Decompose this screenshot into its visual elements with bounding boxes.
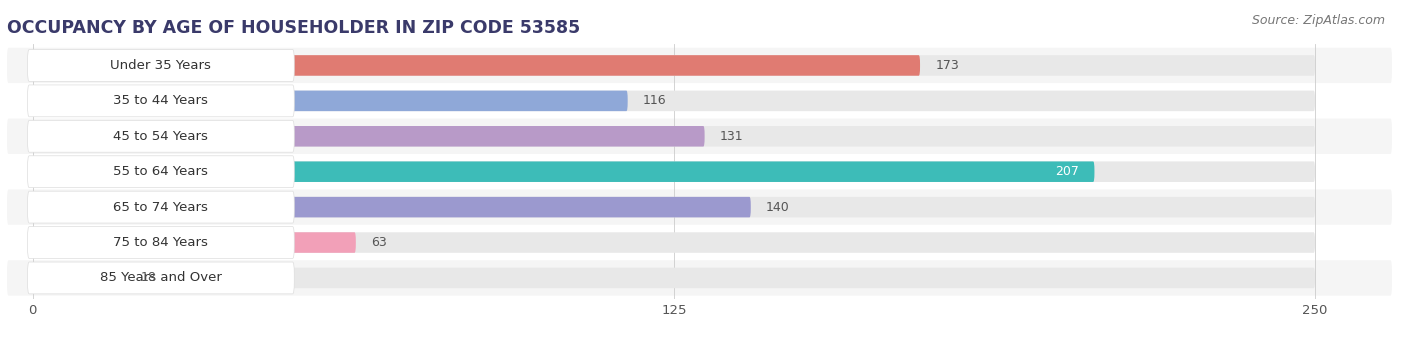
Text: 18: 18 xyxy=(141,271,156,285)
Text: 45 to 54 Years: 45 to 54 Years xyxy=(114,130,208,143)
FancyBboxPatch shape xyxy=(28,156,294,188)
FancyBboxPatch shape xyxy=(32,90,1315,111)
FancyBboxPatch shape xyxy=(7,119,1392,154)
FancyBboxPatch shape xyxy=(7,225,1392,260)
Text: 75 to 84 Years: 75 to 84 Years xyxy=(114,236,208,249)
Text: 85 Years and Over: 85 Years and Over xyxy=(100,271,222,285)
Text: 207: 207 xyxy=(1054,165,1078,178)
Text: Source: ZipAtlas.com: Source: ZipAtlas.com xyxy=(1251,14,1385,27)
FancyBboxPatch shape xyxy=(7,154,1392,189)
Text: 116: 116 xyxy=(643,95,666,107)
Text: OCCUPANCY BY AGE OF HOUSEHOLDER IN ZIP CODE 53585: OCCUPANCY BY AGE OF HOUSEHOLDER IN ZIP C… xyxy=(7,19,581,37)
FancyBboxPatch shape xyxy=(28,120,294,152)
FancyBboxPatch shape xyxy=(32,126,704,147)
FancyBboxPatch shape xyxy=(28,191,294,223)
FancyBboxPatch shape xyxy=(7,260,1392,296)
FancyBboxPatch shape xyxy=(32,162,1315,182)
Text: 65 to 74 Years: 65 to 74 Years xyxy=(114,201,208,214)
Text: 63: 63 xyxy=(371,236,387,249)
FancyBboxPatch shape xyxy=(7,48,1392,83)
FancyBboxPatch shape xyxy=(32,232,1315,253)
FancyBboxPatch shape xyxy=(32,268,1315,288)
FancyBboxPatch shape xyxy=(32,197,751,217)
Text: 140: 140 xyxy=(766,201,790,214)
Text: 55 to 64 Years: 55 to 64 Years xyxy=(114,165,208,178)
Text: Under 35 Years: Under 35 Years xyxy=(111,59,211,72)
FancyBboxPatch shape xyxy=(7,83,1392,119)
FancyBboxPatch shape xyxy=(28,85,294,117)
FancyBboxPatch shape xyxy=(32,55,920,76)
FancyBboxPatch shape xyxy=(32,55,1315,76)
Text: 35 to 44 Years: 35 to 44 Years xyxy=(114,95,208,107)
FancyBboxPatch shape xyxy=(28,227,294,258)
FancyBboxPatch shape xyxy=(32,232,356,253)
FancyBboxPatch shape xyxy=(32,162,1094,182)
FancyBboxPatch shape xyxy=(32,268,125,288)
FancyBboxPatch shape xyxy=(32,90,627,111)
FancyBboxPatch shape xyxy=(7,189,1392,225)
Text: 131: 131 xyxy=(720,130,744,143)
Text: 173: 173 xyxy=(935,59,959,72)
FancyBboxPatch shape xyxy=(32,126,1315,147)
FancyBboxPatch shape xyxy=(28,262,294,294)
FancyBboxPatch shape xyxy=(32,197,1315,217)
FancyBboxPatch shape xyxy=(28,50,294,81)
